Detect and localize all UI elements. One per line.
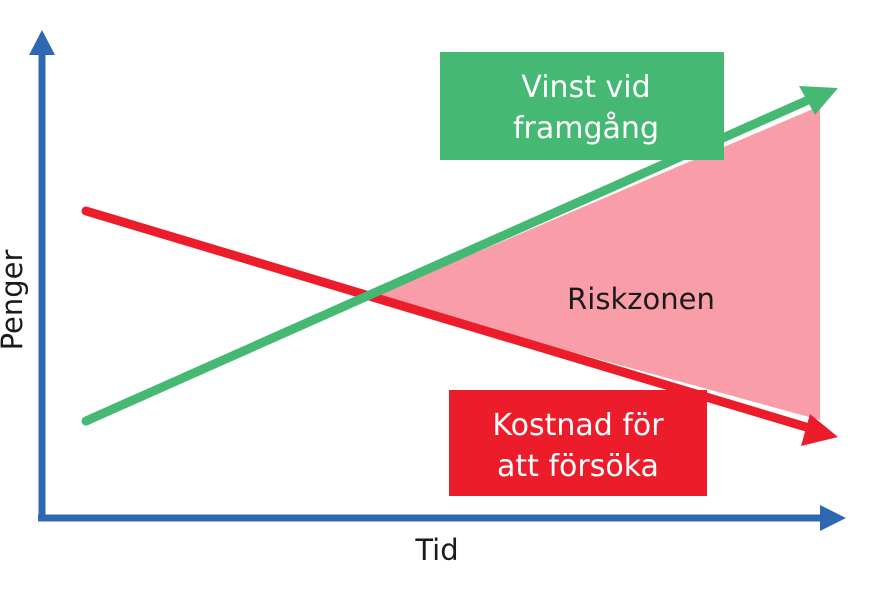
gain-arrowhead (799, 86, 838, 115)
x-axis-title: Tid (414, 533, 458, 567)
cost-label-box (449, 390, 707, 496)
cost-label-line2: att försöka (497, 449, 659, 484)
risk-zone-label: Riskzonen (567, 282, 715, 316)
cost-label-line1: Kostnad för (492, 408, 664, 443)
gain-label-line2: framgång (513, 111, 659, 146)
y-axis-title: Penger (0, 250, 29, 351)
risk-zone-area (372, 106, 820, 420)
gain-label-box (440, 52, 724, 160)
y-axis-arrowhead (29, 30, 55, 55)
gain-label-line1: Vinst vid (521, 70, 650, 105)
x-axis-arrowhead (820, 505, 846, 531)
cost-arrowhead (801, 414, 838, 446)
